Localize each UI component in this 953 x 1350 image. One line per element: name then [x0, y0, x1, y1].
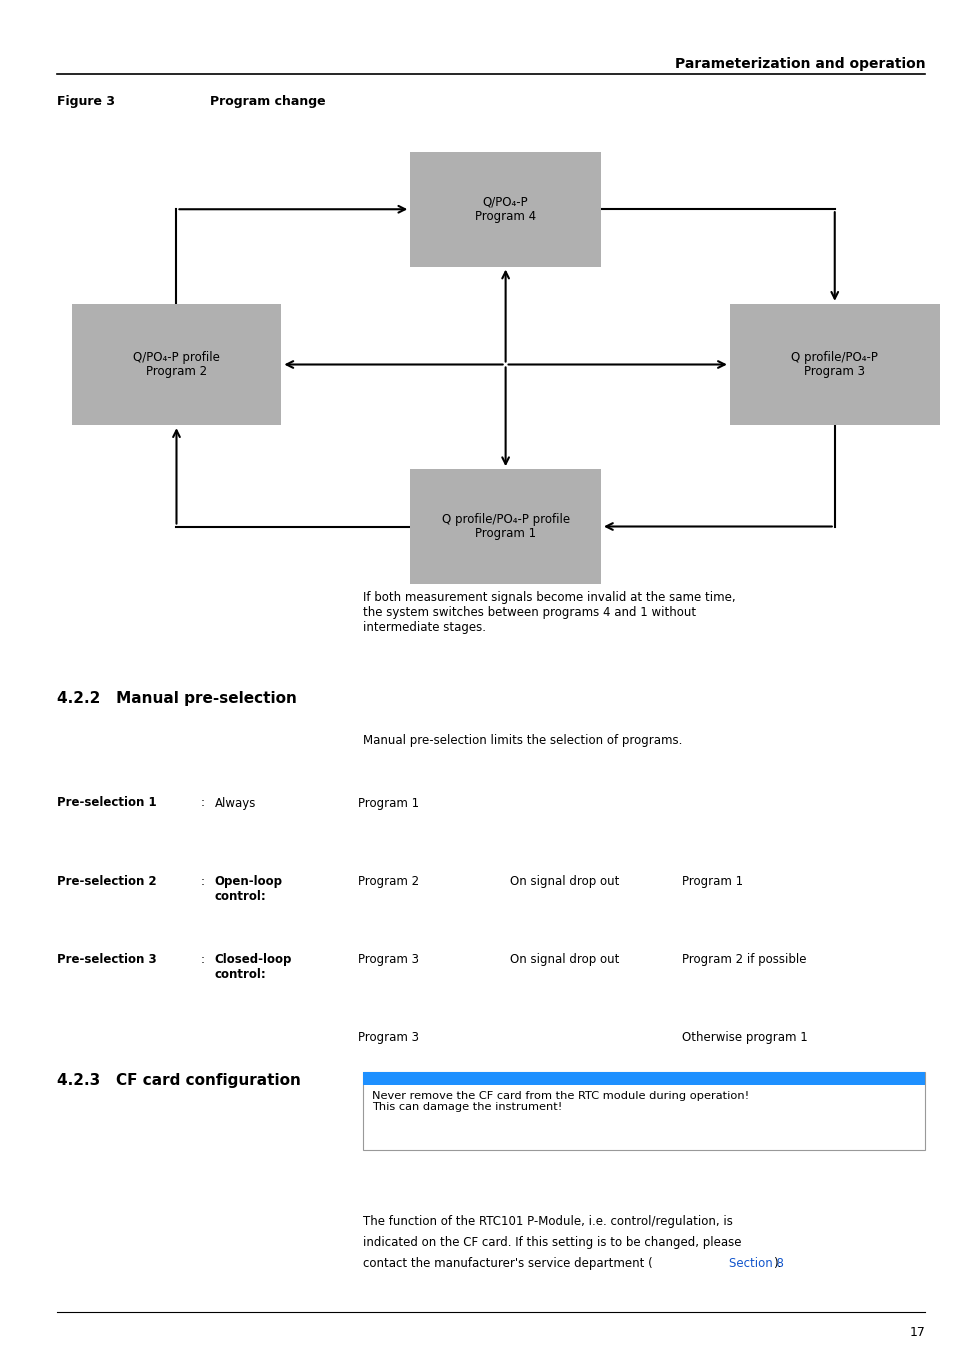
Text: Program 1: Program 1: [681, 875, 742, 888]
FancyBboxPatch shape: [410, 153, 600, 267]
Text: Section 8: Section 8: [728, 1257, 783, 1270]
Text: :: :: [200, 875, 204, 888]
Text: 17: 17: [908, 1326, 924, 1339]
Text: Pre-selection 3: Pre-selection 3: [57, 953, 156, 967]
Text: Program 3: Program 3: [357, 1031, 418, 1045]
Text: Q/PO₄-P profile
Program 2: Q/PO₄-P profile Program 2: [132, 351, 220, 378]
Text: Program 2: Program 2: [357, 875, 418, 888]
Text: Closed-loop
control:: Closed-loop control:: [214, 953, 292, 981]
Text: Pre-selection 1: Pre-selection 1: [57, 796, 156, 810]
Text: Program 3: Program 3: [357, 953, 418, 967]
FancyBboxPatch shape: [362, 1072, 924, 1150]
Text: Manual pre-selection limits the selection of programs.: Manual pre-selection limits the selectio…: [362, 734, 681, 748]
Text: Q profile/PO₄-P
Program 3: Q profile/PO₄-P Program 3: [790, 351, 878, 378]
Text: On signal drop out: On signal drop out: [510, 953, 619, 967]
Text: Open-loop
control:: Open-loop control:: [214, 875, 282, 903]
FancyBboxPatch shape: [729, 304, 939, 425]
Text: Parameterization and operation: Parameterization and operation: [674, 57, 924, 70]
FancyBboxPatch shape: [71, 304, 281, 425]
Text: Program 1: Program 1: [357, 796, 418, 810]
Text: Figure 3: Figure 3: [57, 95, 115, 108]
Text: :: :: [200, 953, 204, 967]
Text: On signal drop out: On signal drop out: [510, 875, 619, 888]
Text: 4.2.3   CF card configuration: 4.2.3 CF card configuration: [57, 1073, 301, 1088]
Text: 4.2.2   Manual pre-selection: 4.2.2 Manual pre-selection: [57, 691, 296, 706]
FancyBboxPatch shape: [410, 470, 600, 583]
Text: Program change: Program change: [210, 95, 325, 108]
Text: Always: Always: [214, 796, 255, 810]
Text: Otherwise program 1: Otherwise program 1: [681, 1031, 807, 1045]
FancyBboxPatch shape: [362, 1072, 924, 1085]
Text: If both measurement signals become invalid at the same time,
the system switches: If both measurement signals become inval…: [362, 591, 735, 634]
Text: Q/PO₄-P
Program 4: Q/PO₄-P Program 4: [475, 196, 536, 223]
Text: indicated on the CF card. If this setting is to be changed, please: indicated on the CF card. If this settin…: [362, 1237, 740, 1249]
Text: Pre-selection 2: Pre-selection 2: [57, 875, 156, 888]
Text: Program 2 if possible: Program 2 if possible: [681, 953, 806, 967]
Text: The function of the RTC101 P-Module, i.e. control/regulation, is: The function of the RTC101 P-Module, i.e…: [362, 1215, 732, 1228]
Text: contact the manufacturer's service department (: contact the manufacturer's service depar…: [362, 1257, 652, 1270]
Text: :: :: [200, 796, 204, 810]
Text: Q profile/PO₄-P profile
Program 1: Q profile/PO₄-P profile Program 1: [441, 513, 569, 540]
Text: ).: ).: [772, 1257, 781, 1270]
Text: Never remove the CF card from the RTC module during operation!
This can damage t: Never remove the CF card from the RTC mo…: [372, 1091, 748, 1112]
